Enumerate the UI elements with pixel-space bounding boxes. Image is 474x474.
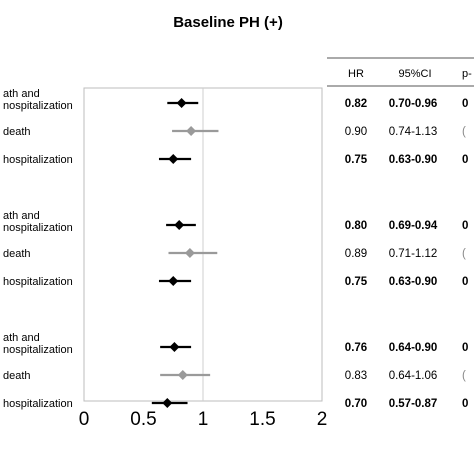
- outcome-label: death: [3, 370, 31, 382]
- hr-value-cell: 0.83: [345, 370, 367, 382]
- outcome-label: death: [3, 126, 31, 138]
- p-value-cell: 0: [462, 398, 468, 410]
- hr-value-cell: 0.89: [345, 248, 367, 260]
- x-tick-label: 2: [317, 409, 328, 430]
- p-value-cell: (: [462, 370, 466, 382]
- outcome-label: hospitalization: [3, 398, 73, 410]
- p-value-cell: 0: [462, 276, 468, 288]
- ci-value-cell: 0.74-1.13: [389, 126, 438, 138]
- p-value-cell: (: [462, 248, 466, 260]
- hr-point-diamond: [177, 370, 188, 380]
- hr-point-diamond: [169, 342, 180, 352]
- hr-point-diamond: [176, 98, 187, 108]
- hr-value-cell: 0.80: [345, 220, 367, 232]
- hr-value-cell: 0.76: [345, 342, 367, 354]
- outcome-label: nospitalization: [3, 222, 73, 234]
- hr-point-diamond: [184, 248, 195, 258]
- p-value-cell: (: [462, 126, 466, 138]
- x-axis: 0 0.5 1 1.5 2: [79, 409, 328, 430]
- x-tick-label: 0: [79, 409, 90, 430]
- ci-value-cell: 0.63-0.90: [389, 154, 438, 166]
- outcome-label: ath and: [3, 88, 40, 100]
- ci-value-cell: 0.70-0.96: [389, 98, 438, 110]
- hr-value-cell: 0.75: [345, 276, 368, 288]
- outcome-label: ath and: [3, 332, 40, 344]
- outcome-label: death: [3, 248, 31, 260]
- ci-value-cell: 0.64-0.90: [389, 342, 438, 354]
- ci-value-cell: 0.57-0.87: [389, 398, 438, 410]
- hr-value-cell: 0.75: [345, 154, 368, 166]
- x-tick-label: 1: [198, 409, 209, 430]
- x-tick-label: 1.5: [249, 409, 275, 430]
- hr-value-cell: 0.82: [345, 98, 367, 110]
- x-tick-label: 0.5: [130, 409, 156, 430]
- outcome-label: hospitalization: [3, 154, 73, 166]
- ci-value-cell: 0.63-0.90: [389, 276, 438, 288]
- p-value-cell: 0: [462, 220, 468, 232]
- ci-value-cell: 0.71-1.12: [389, 248, 438, 260]
- chart-title: Baseline PH (+): [173, 14, 283, 31]
- p-value-cell: 0: [462, 98, 468, 110]
- outcome-label: hospitalization: [3, 276, 73, 288]
- column-header-p: p-: [462, 68, 472, 80]
- hr-point-diamond: [168, 154, 179, 164]
- ci-value-cell: 0.64-1.06: [389, 370, 438, 382]
- ci-value-cell: 0.69-0.94: [389, 220, 438, 232]
- outcome-label: nospitalization: [3, 344, 73, 356]
- hr-point-diamond: [162, 398, 173, 408]
- hr-value-cell: 0.70: [345, 398, 367, 410]
- hr-point-diamond: [174, 220, 185, 230]
- p-value-cell: 0: [462, 154, 468, 166]
- outcome-label: nospitalization: [3, 100, 73, 112]
- hr-point-diamond: [186, 126, 197, 136]
- outcome-label: ath and: [3, 210, 40, 222]
- column-header-ci: 95%CI: [398, 68, 431, 80]
- p-value-cell: 0: [462, 342, 468, 354]
- column-header-hr: HR: [348, 68, 364, 80]
- hr-value-cell: 0.90: [345, 126, 367, 138]
- hr-point-diamond: [168, 276, 179, 286]
